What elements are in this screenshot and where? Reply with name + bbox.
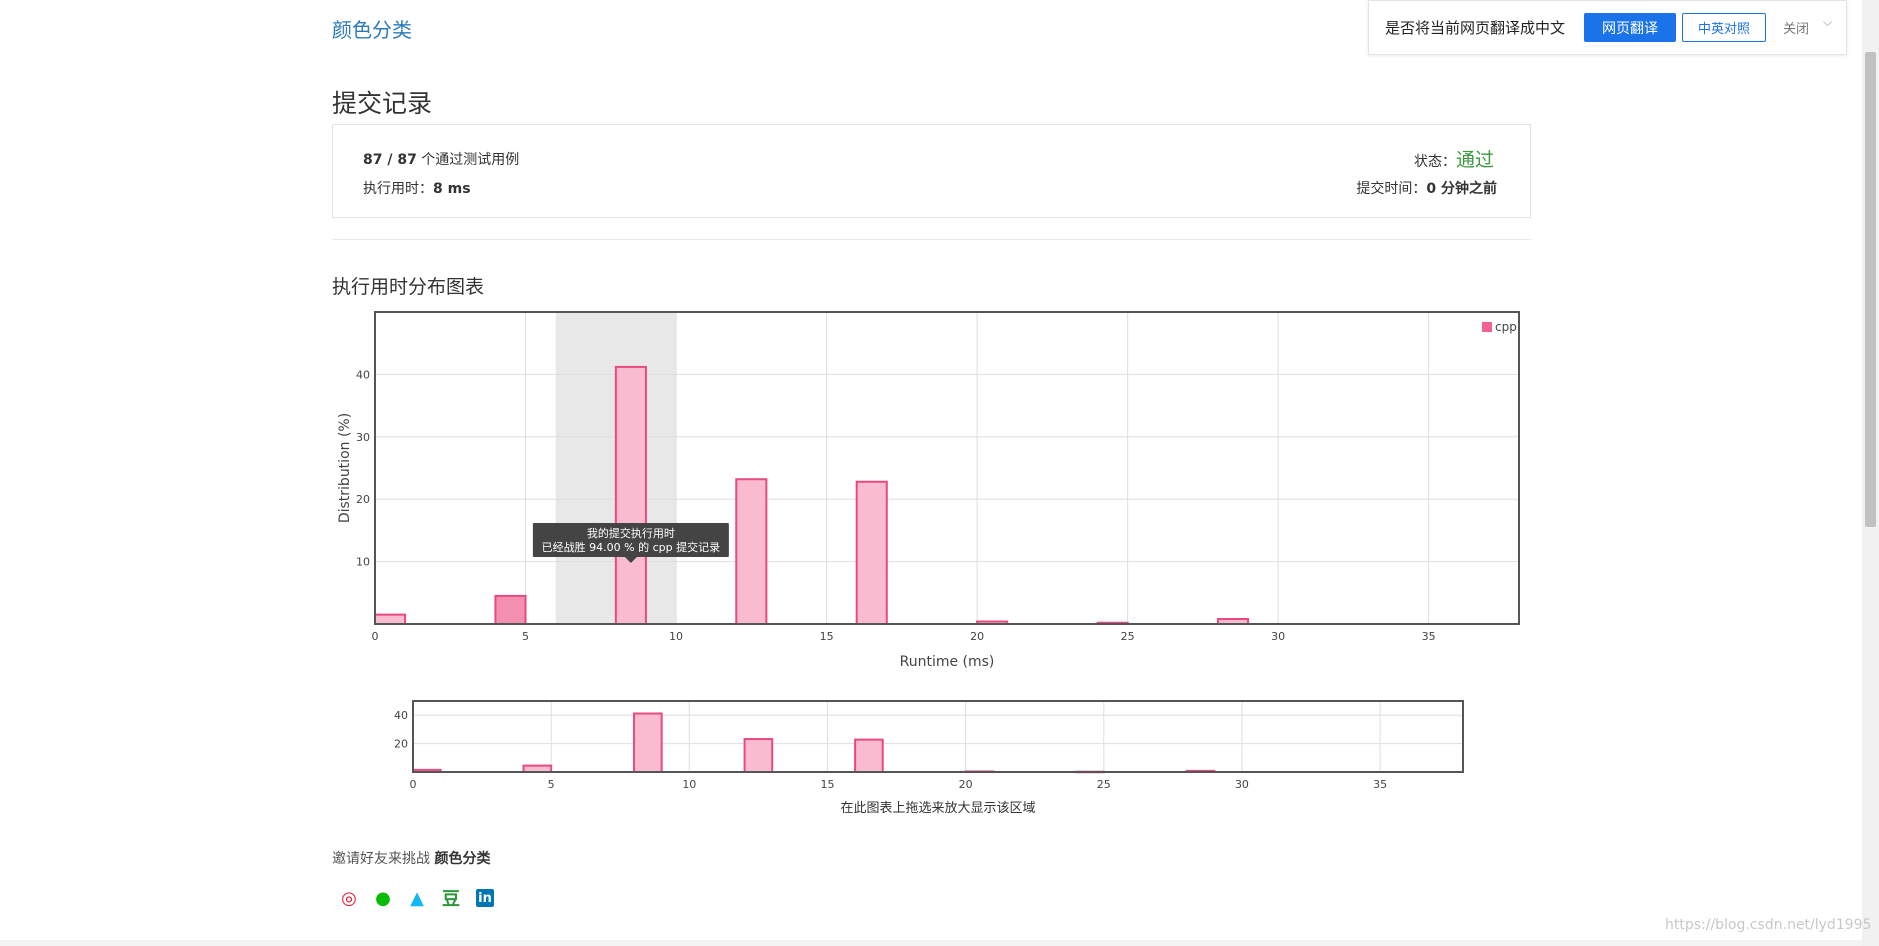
watermark: https://blog.csdn.net/lyd1995 [1665, 917, 1872, 933]
chevron-down-icon[interactable]: ⌵ [1823, 15, 1833, 29]
legend-label[interactable]: cpp [1495, 320, 1517, 334]
submit-time: 提交时间：0 分钟之前 [1356, 178, 1497, 198]
qq-icon[interactable]: ▲ [410, 887, 424, 909]
submission-record-box: 87 / 87 个通过测试用例 执行用时：8 ms 状态：通过 提交时间：0 分… [332, 124, 1531, 218]
x-tick-label: 20 [970, 630, 984, 643]
x-tick-label: 5 [548, 778, 555, 791]
x-tick-label: 25 [1097, 778, 1111, 791]
x-tick-label: 0 [410, 778, 417, 791]
x-axis-label: Runtime (ms) [900, 654, 995, 670]
page-bottom-edge [0, 940, 1862, 946]
chart-section-title: 执行用时分布图表 [332, 276, 485, 298]
invite-problem: 颜色分类 [434, 851, 491, 867]
runtime-distribution-chart[interactable]: 0 5 10 15 20 25 30 35 10 20 30 40 Runtime (ms) Distri… [325, 305, 1535, 675]
submit-time-label: 提交时间： [1356, 181, 1427, 197]
tooltip-arrow [624, 557, 637, 563]
invite-text: 邀请好友来挑战 颜色分类 [332, 848, 490, 868]
linkedin-icon[interactable]: in [476, 889, 494, 907]
tooltip-box [532, 523, 729, 557]
status: 状态：通过 [1414, 145, 1494, 172]
submit-time-value: 0 分钟之前 [1426, 181, 1497, 197]
scrollbar-thumb[interactable] [1865, 52, 1876, 527]
close-translate-button[interactable]: 关闭 [1783, 22, 1810, 37]
range-navigator-chart[interactable]: 0 5 10 15 20 25 30 35 20 40 在此图表上拖选来放大显示该区域 [380, 692, 1470, 816]
x-tick-label: 15 [820, 778, 834, 791]
translate-page-button[interactable]: 网页翻译 [1584, 13, 1676, 42]
status-label: 状态： [1413, 154, 1456, 170]
runtime-label: 执行用时： [363, 181, 433, 197]
bilingual-button[interactable]: 中英对照 [1682, 13, 1766, 42]
y-tick-label: 40 [356, 368, 370, 381]
runtime-value: 8 ms [433, 181, 471, 197]
legend-swatch[interactable] [1482, 322, 1492, 332]
tooltip-line2: 已经战胜 94.00 % 的 cpp 提交记录 [542, 540, 720, 554]
plot-frame [374, 311, 1520, 625]
x-tick-label: 10 [682, 778, 696, 791]
bar[interactable] [374, 613, 407, 626]
wechat-icon[interactable]: ● [375, 887, 391, 909]
status-badge[interactable]: 通过 [1455, 149, 1494, 171]
x-tick-label: 10 [669, 630, 683, 643]
y-tick-label: 30 [356, 431, 370, 444]
bar[interactable] [854, 738, 884, 773]
bar[interactable] [855, 480, 888, 625]
y-tick-label: 10 [356, 556, 370, 569]
divider [332, 239, 1531, 240]
x-tick-label: 15 [820, 630, 834, 643]
x-tick-label: 25 [1121, 630, 1135, 643]
plot-area [413, 701, 1463, 772]
x-tick-label: 5 [522, 630, 529, 643]
passed-cases: 87 / 87 个通过测试用例 [363, 149, 519, 169]
x-tick-label: 20 [959, 778, 973, 791]
bar[interactable] [494, 594, 527, 626]
translate-question: 是否将当前网页翻译成中文 [1385, 19, 1566, 37]
x-tick-label: 30 [1271, 630, 1285, 643]
x-tick-label: 0 [372, 630, 379, 643]
y-axis-label: Distribution (%) [337, 413, 353, 523]
x-tick-label: 30 [1235, 778, 1249, 791]
bar[interactable] [633, 712, 663, 774]
plot-frame [412, 700, 1464, 773]
douban-icon[interactable]: 豆 [442, 889, 460, 910]
bar[interactable] [614, 365, 647, 626]
tooltip-line1: 我的提交执行用时 [587, 526, 675, 540]
plot-area [375, 312, 1519, 624]
passed-cases-suffix: 个通过测试用例 [416, 152, 520, 168]
bar[interactable] [735, 478, 768, 625]
bar[interactable] [743, 738, 774, 773]
weibo-icon[interactable]: ◎ [341, 887, 357, 909]
y-tick-label: 20 [356, 493, 370, 506]
translate-bar: 是否将当前网页翻译成中文 网页翻译 中英对照 关闭 ⌵ [1368, 0, 1847, 55]
problem-title-link[interactable]: 颜色分类 [332, 18, 412, 42]
page-title: 提交记录 [332, 89, 433, 118]
x-tick-label: 35 [1422, 630, 1436, 643]
passed-cases-count: 87 / 87 [363, 152, 417, 168]
y-tick-label: 40 [394, 709, 408, 722]
y-tick-label: 20 [394, 738, 408, 751]
navigator-caption: 在此图表上拖选来放大显示该区域 [840, 801, 1035, 816]
invite-label: 邀请好友来挑战 [332, 851, 435, 867]
runtime: 执行用时：8 ms [363, 178, 471, 198]
x-tick-label: 35 [1373, 778, 1387, 791]
